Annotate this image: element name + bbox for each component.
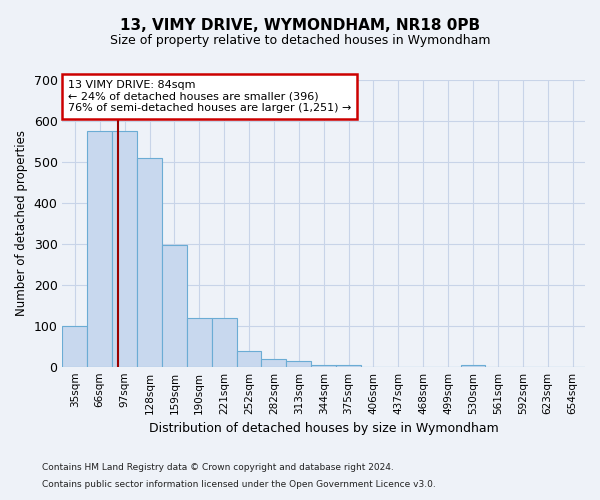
Bar <box>236 351 262 366</box>
Text: Contains HM Land Registry data © Crown copyright and database right 2024.: Contains HM Land Registry data © Crown c… <box>42 464 394 472</box>
X-axis label: Distribution of detached houses by size in Wymondham: Distribution of detached houses by size … <box>149 422 499 435</box>
Bar <box>461 364 485 366</box>
Bar <box>311 364 336 366</box>
Bar <box>62 326 88 366</box>
Bar <box>137 158 162 366</box>
Bar <box>336 364 361 366</box>
Text: 13 VIMY DRIVE: 84sqm
← 24% of detached houses are smaller (396)
76% of semi-deta: 13 VIMY DRIVE: 84sqm ← 24% of detached h… <box>68 80 351 113</box>
Text: Size of property relative to detached houses in Wymondham: Size of property relative to detached ho… <box>110 34 490 47</box>
Bar <box>187 318 212 366</box>
Bar <box>212 318 236 366</box>
Bar <box>162 245 187 366</box>
Bar <box>88 131 112 366</box>
Text: 13, VIMY DRIVE, WYMONDHAM, NR18 0PB: 13, VIMY DRIVE, WYMONDHAM, NR18 0PB <box>120 18 480 32</box>
Bar <box>286 362 311 366</box>
Y-axis label: Number of detached properties: Number of detached properties <box>15 130 28 316</box>
Bar <box>112 131 137 366</box>
Text: Contains public sector information licensed under the Open Government Licence v3: Contains public sector information licen… <box>42 480 436 489</box>
Bar <box>262 360 286 366</box>
